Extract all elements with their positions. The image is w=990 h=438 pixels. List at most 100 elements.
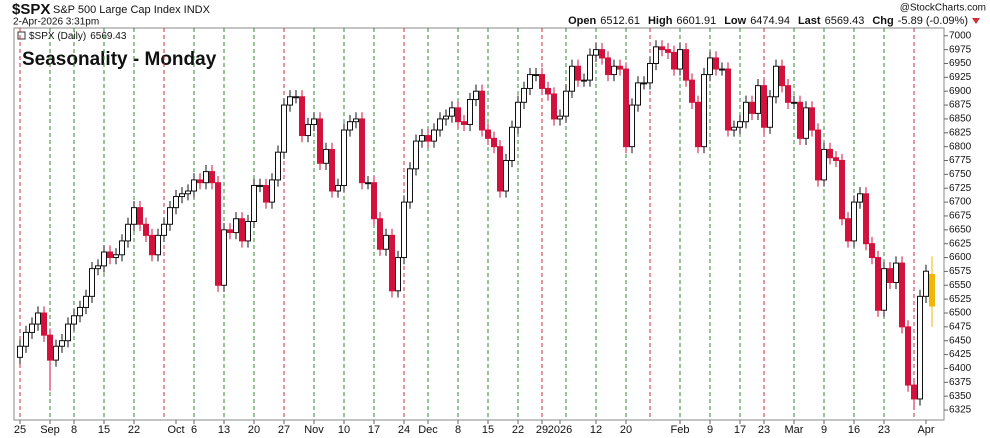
x-tick-label: 13: [218, 424, 230, 436]
x-tick-label: Nov: [304, 424, 324, 436]
y-tick-label: 6650: [949, 224, 972, 235]
candle-body: [167, 207, 173, 225]
candle-body: [383, 234, 389, 250]
candle-body: [95, 265, 101, 270]
candle-body: [353, 118, 359, 123]
candle-body: [611, 65, 617, 76]
x-tick-label: 8: [71, 424, 77, 436]
candle-body: [533, 74, 539, 77]
candle-body: [731, 126, 737, 131]
candle-body: [65, 323, 71, 342]
candle-body: [509, 126, 515, 162]
candle-body: [473, 90, 479, 101]
quote-value: 6512.61: [600, 15, 640, 27]
candle-body: [899, 262, 905, 328]
quote-label: Chg: [872, 15, 893, 27]
candle-body: [797, 101, 803, 139]
candle-body: [41, 312, 47, 336]
candle-body: [389, 234, 395, 292]
candle-body: [419, 135, 425, 142]
x-tick-label: 8: [455, 424, 461, 436]
candle-body: [689, 79, 695, 103]
candle-body: [521, 87, 527, 103]
candles: [17, 40, 935, 411]
candle-body: [605, 57, 611, 76]
y-tick-label: 6700: [949, 197, 972, 208]
chg-pct: (-0.09%): [926, 15, 968, 27]
y-tick-label: 6675: [949, 211, 972, 222]
candle-body: [707, 57, 713, 76]
candle-body: [365, 182, 371, 185]
quote-value: -5.89: [898, 15, 923, 27]
candle-body: [377, 218, 383, 250]
y-tick-label: 6900: [949, 86, 972, 97]
candle-body: [47, 334, 53, 361]
candle-body: [713, 57, 719, 70]
candle-body: [575, 65, 581, 81]
candle-body: [839, 160, 845, 220]
candle-body: [185, 190, 191, 195]
y-tick-label: 6600: [949, 252, 972, 263]
candle-body: [773, 65, 779, 98]
candle-body: [425, 135, 431, 142]
candle-body: [929, 273, 935, 307]
y-tick-label: 6625: [949, 238, 972, 249]
y-tick-label: 6775: [949, 155, 972, 166]
candle-body: [407, 168, 413, 203]
plot-frame: [13, 27, 945, 421]
candle-body: [887, 268, 893, 283]
candle-body: [323, 148, 329, 164]
candle-body: [497, 146, 503, 192]
quote-value: 6569.43: [825, 15, 865, 27]
candle-body: [923, 270, 929, 297]
y-tick-label: 6500: [949, 308, 972, 319]
quote-label: Low: [724, 15, 746, 27]
x-tick-label: 16: [848, 424, 860, 436]
candle-body: [179, 193, 185, 198]
candle-body: [785, 85, 791, 103]
y-tick-label: 6800: [949, 141, 972, 152]
candle-body: [233, 218, 239, 234]
y-tick-label: 6725: [949, 183, 972, 194]
candle-body: [845, 218, 851, 242]
candle-body: [257, 184, 263, 187]
quote-label: High: [648, 15, 673, 27]
candle-body: [143, 223, 149, 236]
quote-value: 6601.91: [676, 15, 716, 27]
x-tick-label: 17: [368, 424, 380, 436]
candle-body: [293, 96, 299, 99]
y-tick-label: 6425: [949, 349, 972, 360]
candle-body: [491, 137, 497, 148]
candle-body: [665, 49, 671, 53]
candle-body: [761, 85, 767, 128]
candle-body: [359, 118, 365, 184]
x-tick-label: 27: [278, 424, 290, 436]
candle-body: [341, 129, 347, 186]
candle-body: [527, 74, 533, 89]
candle-body: [413, 140, 419, 170]
candle-body: [791, 101, 797, 104]
candle-body: [29, 323, 35, 333]
candle-body: [35, 312, 41, 325]
candle-body: [101, 251, 107, 267]
candle-body: [803, 107, 809, 139]
candle-body: [155, 234, 161, 256]
subtitle: S&P 500 Large Cap Index INDX: [53, 4, 211, 16]
x-tick-label: 15: [98, 424, 110, 436]
candle-body: [479, 90, 485, 131]
candle-body: [737, 121, 743, 128]
candle-body: [875, 257, 881, 311]
candle-body: [119, 240, 125, 256]
candle-body: [695, 101, 701, 148]
x-tick-label: 9: [707, 424, 713, 436]
candle-body: [719, 68, 725, 71]
candle-body: [83, 295, 89, 308]
y-tick-label: 6475: [949, 321, 972, 332]
candle-body: [53, 345, 59, 361]
candle-body: [275, 151, 281, 181]
candle-body: [515, 101, 521, 128]
y-tick-label: 6525: [949, 294, 972, 305]
y-tick-label: 6950: [949, 58, 972, 69]
